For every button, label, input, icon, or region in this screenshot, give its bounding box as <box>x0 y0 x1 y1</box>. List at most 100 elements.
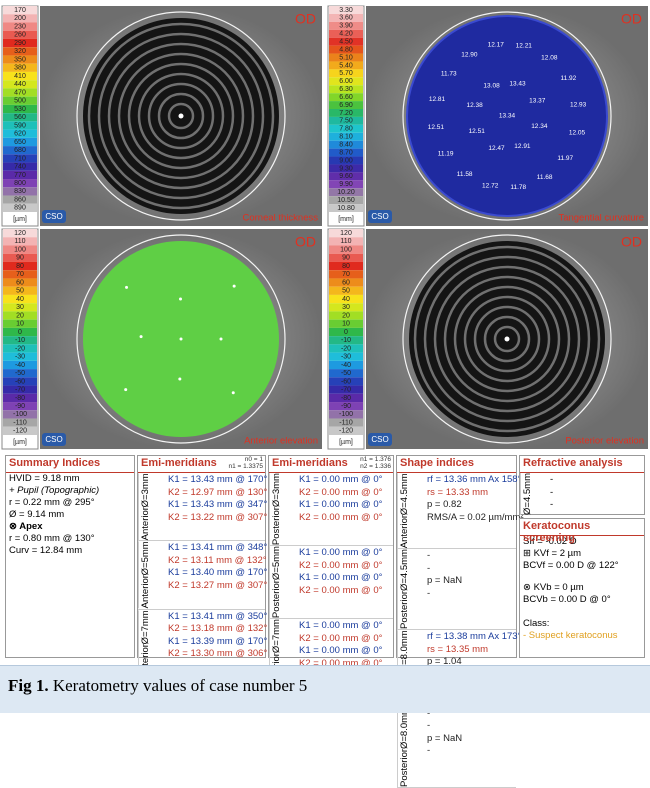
scale-unit: [µm] <box>13 216 27 223</box>
map-label: Corneal thickness <box>242 213 318 224</box>
scale-label: 8.10 <box>339 134 353 141</box>
scale-label: 7.20 <box>339 110 353 117</box>
scale-label: 470 <box>14 89 26 96</box>
refraction-index: n1 = 1.3375 <box>228 463 263 470</box>
scale-label: -80 <box>15 395 25 402</box>
scale-label: 5.70 <box>339 70 353 77</box>
group-rows: rf = 13.36 mm Ax 158°rs = 13.33 mmp = 0.… <box>424 473 527 548</box>
map-value: 12.72 <box>482 183 499 190</box>
scale-label: -20 <box>15 345 25 352</box>
sample-dot <box>232 391 235 394</box>
group-label: PosteriorØ=3mm <box>269 473 296 545</box>
value-row: K1 = 13.39 mm @ 170° <box>168 636 267 649</box>
group-surface: Anterior <box>140 575 164 608</box>
value-row: K1 = 0.00 mm @ 0° <box>299 645 382 658</box>
group-rows: K1 = 0.00 mm @ 0°K2 = 0.00 mm @ 0°K1 = 0… <box>296 546 385 618</box>
value-row: rs = 13.35 mm <box>427 644 524 657</box>
summary-line: ⊗ Apex <box>6 521 134 533</box>
group-diameter: Ø=7mm <box>140 610 164 644</box>
class-label: Class: <box>520 618 644 630</box>
group-label: Ø=4.5mm <box>520 473 547 515</box>
map-value: 12.05 <box>569 130 586 137</box>
refraction-index: n2 = 1.336 <box>360 463 391 470</box>
scale-label: 590 <box>14 122 26 129</box>
map-value: 11.68 <box>537 174 553 181</box>
map-value: 12.93 <box>570 101 587 108</box>
scale-label: 70 <box>342 271 350 278</box>
scale-label: 500 <box>14 98 26 105</box>
diameter-group: Ø=4.5mm--- <box>520 473 644 515</box>
value-row: K2 = 13.18 mm @ 132° <box>168 623 267 636</box>
map-value: 11.92 <box>560 75 576 82</box>
logo: CSO <box>45 212 62 221</box>
scale-label: 4.20 <box>339 31 353 38</box>
summary-line: r = 0.22 mm @ 295° <box>6 497 134 509</box>
scale-label: 3.90 <box>339 23 353 30</box>
scale-label: 440 <box>14 81 26 88</box>
value-row: K1 = 0.00 mm @ 0° <box>299 499 382 512</box>
panel-title: Refractive analysis <box>520 456 644 473</box>
scale-label: 0 <box>18 329 22 336</box>
panel-title: Emi-meridiansn0 = 1n1 = 1.3375 <box>138 456 265 473</box>
scale-label: 90 <box>342 255 350 262</box>
refraction-index: n1 = 1.376 <box>360 456 391 463</box>
scale-label: -50 <box>15 370 25 377</box>
value-row: p = 0.82 <box>427 499 524 512</box>
panel-box: Shape indicesAnteriorØ=4.5mmrf = 13.36 m… <box>396 455 517 658</box>
map-value: 12.38 <box>467 102 484 109</box>
scale-label: 30 <box>16 304 24 311</box>
scale-label: 170 <box>14 7 26 14</box>
sample-dot <box>180 338 183 341</box>
scale-label: 260 <box>14 32 26 39</box>
panel-box: Emi-meridiansn1 = 1.376n2 = 1.336Posteri… <box>268 455 394 658</box>
sample-dot <box>124 388 127 391</box>
diameter-group: AnteriorØ=3mmK1 = 13.43 mm @ 170°K2 = 12… <box>138 473 265 541</box>
scale-label: -110 <box>13 419 27 426</box>
value-row: - <box>427 550 462 563</box>
value-row: - <box>427 563 462 576</box>
value-row: RMS/A = 0.02 µm/mm² <box>427 512 524 525</box>
topography-figure: 1702002302602903203503804104404705005305… <box>0 0 650 452</box>
map-label: Anterior elevation <box>244 436 318 447</box>
value-row: - <box>427 720 462 733</box>
group-label: PosteriorØ=8.0mm <box>397 707 424 787</box>
map-value: 12.21 <box>516 43 533 50</box>
scale-label: 3.30 <box>339 7 353 14</box>
value-row: rf = 13.36 mm Ax 158° <box>427 474 524 487</box>
scale-label: 0 <box>344 329 348 336</box>
scale-label: -40 <box>15 362 25 369</box>
scale-label: 6.30 <box>339 86 353 93</box>
class-value: - Suspect keratoconus <box>520 630 644 642</box>
scale-label: 60 <box>16 279 24 286</box>
scale-label: 680 <box>14 147 26 154</box>
sample-dot <box>179 298 182 301</box>
scale-label: 40 <box>342 296 350 303</box>
scale-unit: [µm] <box>339 439 353 446</box>
group-surface: Anterior <box>140 507 164 540</box>
scale-label: 8.70 <box>339 149 353 156</box>
eye-label: OD <box>295 234 316 250</box>
value-row: K1 = 13.43 mm @ 347° <box>168 499 267 512</box>
scale-label: 80 <box>342 263 350 270</box>
value-row: K2 = 0.00 mm @ 0° <box>299 512 382 525</box>
group-diameter: Ø=3mm <box>271 473 295 507</box>
panel-title: Keratoconus screening <box>520 519 644 536</box>
scale-label: 9.00 <box>339 157 353 164</box>
scale-label: 20 <box>342 312 350 319</box>
summary-line: Ø = 9.14 mm <box>6 509 134 521</box>
group-diameter: Ø=4.5mm <box>399 549 423 591</box>
caption: Fig 1. Keratometry values of case number… <box>0 665 650 713</box>
group-surface: Posterior <box>399 748 423 786</box>
scale-label: 60 <box>342 279 350 286</box>
logo: CSO <box>371 435 388 444</box>
group-rows: K1 = 13.43 mm @ 170°K2 = 12.97 mm @ 130°… <box>165 473 270 540</box>
value-row: p = NaN <box>427 575 462 588</box>
sample-dot <box>220 338 223 341</box>
sample-dot <box>233 285 236 288</box>
map-value: 11.58 <box>457 171 473 178</box>
scale-label: 120 <box>340 230 352 237</box>
